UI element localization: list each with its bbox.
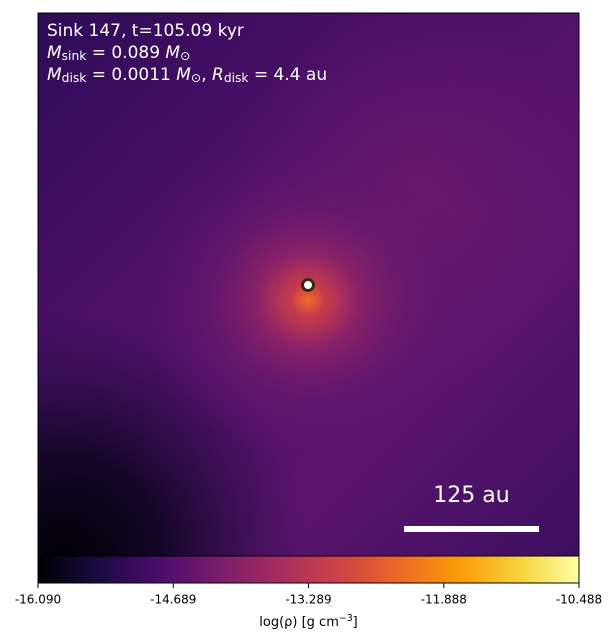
- tick-label: -11.888: [421, 593, 467, 607]
- text-part: = 0.089: [86, 43, 165, 63]
- scale-bar-label: 125 au: [433, 483, 509, 508]
- text-part: ⊙: [180, 49, 190, 63]
- text-part: disk: [62, 71, 88, 85]
- annotation: Mdisk = 0.0011 M⊙, Rdisk = 4.4 au: [47, 65, 327, 85]
- annotation: Sink 147, t=105.09 kyr: [47, 21, 244, 41]
- tick-label: -13.289: [285, 593, 331, 607]
- text-part: ⊙: [191, 71, 201, 85]
- tick-label: -10.488: [556, 593, 602, 607]
- text-part: Sink 147, t=105.09 kyr: [47, 21, 244, 41]
- density-map: [37, 12, 580, 557]
- text-part: M: [47, 43, 62, 63]
- text-part: R: [212, 65, 224, 85]
- colorbar: [37, 555, 580, 584]
- text-part: = 0.0011: [86, 65, 176, 85]
- text-part: −3: [339, 613, 353, 624]
- text-part: log(ρ) [g cm: [259, 615, 339, 630]
- text-part: sink: [62, 49, 88, 63]
- text-part: ]: [353, 615, 358, 630]
- scale-bar: [404, 526, 539, 532]
- text-part: = 4.4 au: [248, 65, 327, 85]
- tick-label: -14.689: [150, 593, 196, 607]
- text-part: M: [176, 65, 191, 85]
- sink-marker: [301, 278, 315, 292]
- annotation: Msink = 0.089 M⊙: [47, 43, 190, 63]
- text-part: M: [165, 43, 180, 63]
- tick-label: -16.090: [15, 593, 61, 607]
- text-part: disk: [224, 71, 250, 85]
- colorbar-label: log(ρ) [g cm−3]: [259, 613, 357, 630]
- text-part: M: [47, 65, 62, 85]
- text-part: ,: [201, 65, 212, 85]
